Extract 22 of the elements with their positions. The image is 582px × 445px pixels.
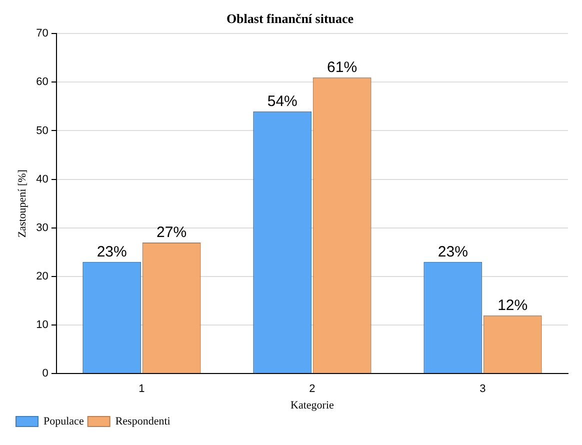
x-tick-label: 3 [480,383,486,396]
data-label: 23% [96,244,127,261]
legend-label: Populace [44,415,84,428]
y-tick-label: 70 [36,28,48,40]
x-axis-title: Kategorie [290,399,334,412]
data-label: 54% [267,92,298,110]
x-tick-label: 1 [138,383,145,396]
y-tick-label: 0 [42,368,48,380]
data-label: 61% [327,58,358,76]
y-tick-label: 40 [36,173,48,186]
x-tick-label: 2 [309,383,316,396]
data-label: 12% [498,296,528,314]
y-axis-title: Zastoupení [%] [16,170,28,238]
y-tick-label: 30 [36,222,48,234]
y-tick-label: 50 [36,124,48,137]
chart-title: Oblast finanční situace [226,11,354,26]
y-tick-label: 60 [36,76,48,88]
y-tick-label: 10 [36,319,48,332]
y-tick-label: 20 [36,270,48,282]
data-label: 23% [438,244,468,261]
legend-label: Respondenti [115,415,170,428]
data-label: 27% [156,224,187,242]
